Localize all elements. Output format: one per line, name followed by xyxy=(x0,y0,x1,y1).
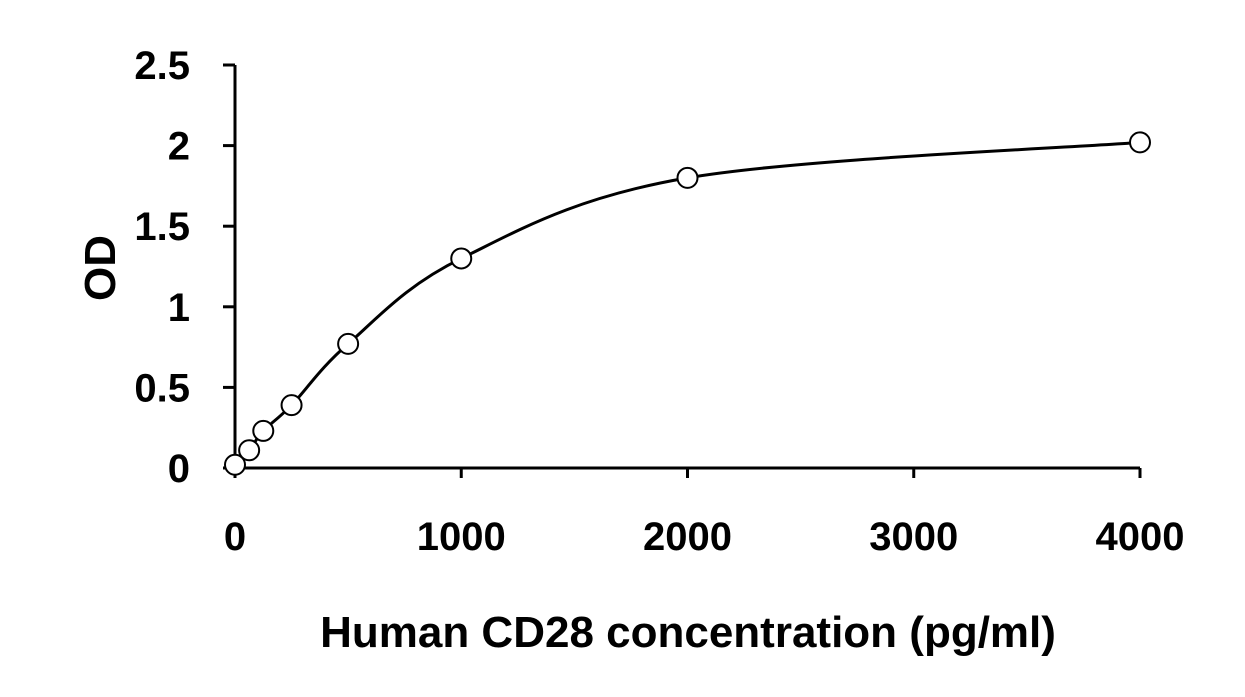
y-axis: 0 0.5 1 1.5 2 2.5 xyxy=(134,44,237,491)
data-point xyxy=(224,453,246,476)
x-axis: 0 1000 2000 3000 4000 xyxy=(224,466,1185,559)
x-axis-title: Human CD28 concentration (pg/ml) xyxy=(320,608,1056,657)
y-axis-title: OD xyxy=(76,235,125,301)
data-point xyxy=(676,166,699,189)
x-tick-label: 1000 xyxy=(417,515,506,559)
data-point xyxy=(238,439,261,462)
x-tick-label: 2000 xyxy=(643,515,732,559)
data-point xyxy=(450,247,473,270)
data-point xyxy=(252,419,275,442)
y-tick-label: 1.5 xyxy=(134,205,190,249)
data-points-layer xyxy=(224,131,1151,476)
y-tick-label: 2 xyxy=(168,125,190,169)
y-tick-label: 0 xyxy=(168,447,190,491)
data-point xyxy=(337,332,360,355)
data-point xyxy=(1129,131,1151,154)
y-tick-label: 1 xyxy=(168,286,190,330)
fitted-curve xyxy=(233,140,1141,466)
y-tick-label: 0.5 xyxy=(134,366,190,410)
fitted-curve-layer xyxy=(233,140,1141,466)
x-tick-label: 4000 xyxy=(1096,515,1185,559)
x-tick-label: 0 xyxy=(224,515,246,559)
y-tick-label: 2.5 xyxy=(134,44,190,88)
data-point xyxy=(280,394,303,417)
x-tick-label: 3000 xyxy=(869,515,958,559)
